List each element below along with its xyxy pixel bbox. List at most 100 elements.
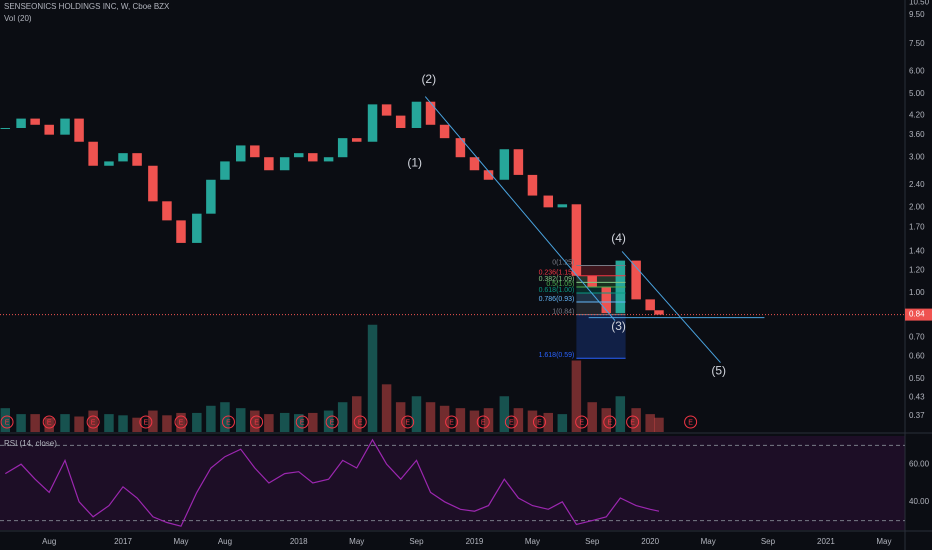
volume-bar <box>411 396 422 432</box>
fib-band <box>576 287 626 294</box>
candle <box>411 101 422 128</box>
earnings-label: E <box>358 419 363 426</box>
y-tick-label: 0.37 <box>909 411 925 420</box>
earnings-label: E <box>688 419 693 426</box>
volume-bar <box>176 412 186 432</box>
volume-bar <box>279 412 290 432</box>
x-tick-label: 2019 <box>466 537 484 546</box>
x-tick-label: May <box>349 537 364 546</box>
earnings-label: E <box>509 419 514 426</box>
volume-bar <box>439 405 450 432</box>
candle <box>132 153 142 166</box>
y-tick-label: 1.00 <box>909 288 925 297</box>
volume-bar <box>0 408 11 432</box>
earnings-marker <box>86 415 100 429</box>
rsi-line <box>4 438 660 527</box>
earnings-label: E <box>630 419 635 426</box>
y-tick-label: 1.70 <box>909 223 925 232</box>
earnings-marker <box>401 415 415 429</box>
earnings-marker <box>250 415 264 429</box>
candle <box>469 157 480 171</box>
volume-bar <box>527 410 538 432</box>
candle <box>162 201 172 221</box>
volume-bar <box>30 414 40 432</box>
earnings-marker <box>295 415 309 429</box>
candle <box>513 149 524 175</box>
y-tick-label: 0.50 <box>909 374 925 383</box>
volume-bar <box>367 324 378 432</box>
trend-line <box>621 251 721 363</box>
candle <box>148 165 158 202</box>
earnings-marker <box>139 415 153 429</box>
candle <box>351 138 362 142</box>
volume-bar <box>381 384 392 432</box>
volume-bar <box>323 410 334 432</box>
candle <box>176 220 186 243</box>
x-tick-label: Sep <box>761 537 776 546</box>
fib-band <box>576 282 626 288</box>
volume-bar <box>587 402 597 432</box>
volume-bar <box>351 396 362 432</box>
trend-line <box>424 96 616 321</box>
y-tick-label: 6.00 <box>909 67 925 76</box>
volume-bar <box>601 408 612 432</box>
candle <box>571 204 582 276</box>
candle <box>557 204 568 208</box>
volume-bar <box>571 360 582 432</box>
candle <box>236 145 246 162</box>
candle <box>60 118 70 135</box>
candle <box>645 299 655 311</box>
wave-label: (4) <box>611 231 626 245</box>
candle <box>104 161 114 166</box>
fib-label: 0.5(1.05) <box>546 281 574 288</box>
volume-bar <box>513 408 524 432</box>
earnings-marker <box>603 415 617 429</box>
candle <box>206 179 216 214</box>
x-tick-label: May <box>173 537 188 546</box>
x-tick-label: May <box>525 537 540 546</box>
volume-bar <box>455 408 466 432</box>
volume-bar <box>206 405 216 432</box>
x-tick-label: 2017 <box>114 537 132 546</box>
fib-label: 0.786(0.93) <box>539 296 575 303</box>
y-tick-label: 2.40 <box>909 180 925 189</box>
wave-label: (2) <box>421 72 436 86</box>
x-tick-label: Aug <box>42 537 56 546</box>
earnings-label: E <box>144 419 149 426</box>
earnings-label: E <box>226 419 231 426</box>
volume-bar <box>16 414 26 432</box>
earnings-label: E <box>481 419 486 426</box>
candle <box>323 157 334 162</box>
candle <box>74 118 84 142</box>
earnings-label: E <box>607 419 612 426</box>
candle <box>439 124 450 139</box>
y-tick-label: 5.00 <box>909 89 925 98</box>
volume-bar <box>162 415 172 432</box>
earnings-label: E <box>91 419 96 426</box>
y-tick-label: 0.43 <box>909 392 925 401</box>
earnings-marker <box>221 415 235 429</box>
volume-bar <box>118 415 128 432</box>
rsi-tick-label: 60.00 <box>909 459 930 468</box>
candle <box>88 141 98 166</box>
earnings-label: E <box>179 419 184 426</box>
candle <box>44 124 54 135</box>
wave-label: (1) <box>407 156 422 170</box>
y-tick-label: 3.00 <box>909 152 925 161</box>
volume-bar <box>60 414 70 432</box>
volume-bar <box>469 410 480 432</box>
volume-bar <box>395 402 406 432</box>
candle <box>601 287 612 314</box>
y-tick-label: 1.40 <box>909 247 925 256</box>
fib-label: 0(1.25) <box>552 259 574 266</box>
volume-bar <box>499 396 510 432</box>
volume-bar <box>44 417 54 432</box>
volume-bar <box>104 414 114 432</box>
y-tick-label: 10.50 <box>909 0 930 6</box>
earnings-marker <box>174 415 188 429</box>
y-tick-label: 7.50 <box>909 39 925 48</box>
candle <box>16 118 26 128</box>
earnings-label: E <box>449 419 454 426</box>
fib-label: 0.382(1.09) <box>539 276 575 283</box>
candle <box>337 138 348 158</box>
